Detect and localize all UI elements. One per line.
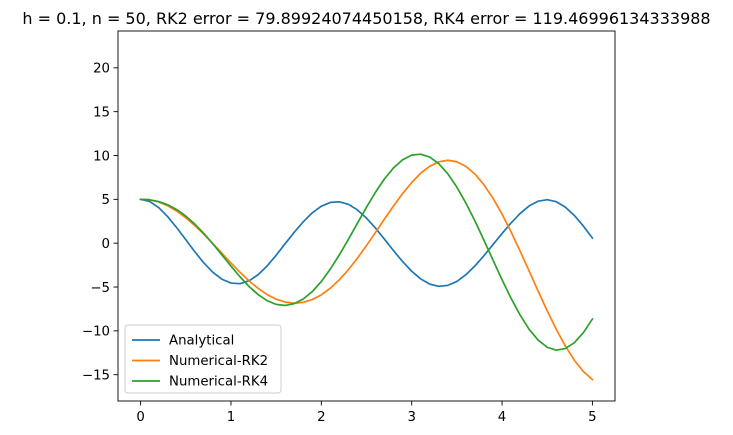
axes-frame [117, 30, 616, 402]
legend-label-numerical-rk4: Numerical-RK4 [169, 375, 268, 390]
series-line-numerical-rk4 [139, 153, 594, 351]
plot-area [139, 153, 594, 381]
y-tick-label: −5 [90, 281, 110, 296]
x-tick-label: 4 [498, 410, 506, 425]
legend-label-analytical: Analytical [169, 334, 234, 349]
y-tick-label: 20 [93, 62, 110, 77]
legend-label-numerical-rk2: Numerical-RK2 [169, 354, 268, 369]
y-tick-label: −15 [82, 368, 110, 383]
y-tick-label: 5 [102, 193, 110, 208]
y-tick-label: 0 [102, 237, 110, 252]
x-tick-label: 5 [588, 410, 596, 425]
series-line-analytical [139, 198, 594, 288]
x-tick-label: 0 [136, 410, 144, 425]
y-tick-label: 15 [93, 105, 110, 120]
x-tick-label: 3 [407, 410, 415, 425]
legend: Analytical Numerical-RK2 Numerical-RK4 [124, 324, 282, 394]
chart-title: h = 0.1, n = 50, RK2 error = 79.89924074… [22, 9, 710, 28]
legend-box [124, 324, 282, 394]
x-tick-label: 1 [227, 410, 235, 425]
axes: 0 1 2 3 4 5 −15 −10 −5 0 5 10 15 20 [82, 30, 616, 425]
y-tick-label: −10 [82, 325, 110, 340]
x-tick-label: 2 [317, 410, 325, 425]
y-tick-label: 10 [93, 149, 110, 164]
